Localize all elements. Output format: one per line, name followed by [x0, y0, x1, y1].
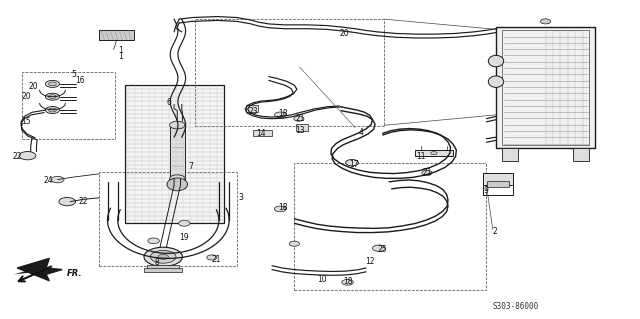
Text: 10: 10: [317, 275, 327, 284]
Circle shape: [275, 112, 286, 118]
Circle shape: [294, 116, 304, 121]
Circle shape: [19, 152, 36, 160]
Text: 4: 4: [358, 128, 364, 137]
Circle shape: [422, 170, 432, 175]
Text: 22: 22: [78, 197, 88, 206]
Ellipse shape: [170, 175, 185, 182]
Text: 5: 5: [72, 70, 77, 79]
Text: 1: 1: [118, 52, 123, 61]
Text: 1: 1: [118, 46, 123, 55]
Circle shape: [342, 279, 353, 285]
Bar: [99, 30, 134, 40]
Bar: [246, 105, 258, 112]
Text: 22: 22: [12, 152, 22, 161]
Polygon shape: [17, 258, 62, 281]
Ellipse shape: [167, 178, 188, 191]
Text: 8: 8: [154, 258, 159, 267]
Circle shape: [150, 250, 176, 263]
Text: 13: 13: [295, 126, 305, 135]
Text: 25: 25: [378, 245, 387, 254]
Text: 18: 18: [278, 109, 288, 118]
Text: 20: 20: [339, 29, 349, 38]
Ellipse shape: [170, 121, 185, 129]
Circle shape: [289, 241, 300, 246]
Bar: [502, 148, 518, 161]
Circle shape: [49, 95, 56, 99]
Bar: [99, 172, 237, 266]
Text: 6: 6: [166, 98, 172, 107]
Bar: [253, 130, 272, 136]
Circle shape: [51, 176, 64, 183]
Text: 14: 14: [256, 130, 266, 138]
Bar: [487, 181, 509, 187]
Bar: [415, 150, 453, 156]
Circle shape: [431, 152, 437, 155]
Circle shape: [49, 108, 56, 112]
Circle shape: [179, 220, 190, 226]
Bar: [496, 27, 595, 148]
Text: 17: 17: [349, 160, 358, 169]
Circle shape: [144, 247, 182, 266]
Text: 18: 18: [343, 277, 353, 286]
Bar: [147, 265, 179, 269]
Bar: [22, 72, 115, 139]
Circle shape: [59, 197, 76, 206]
Circle shape: [45, 107, 60, 114]
Text: 16: 16: [76, 76, 85, 85]
Text: 21: 21: [422, 168, 432, 177]
Polygon shape: [14, 265, 47, 274]
Ellipse shape: [488, 76, 504, 87]
Text: 20: 20: [29, 82, 38, 91]
Bar: [296, 124, 308, 131]
Bar: [502, 30, 589, 145]
Text: 3: 3: [238, 193, 243, 202]
Circle shape: [346, 160, 358, 166]
Ellipse shape: [488, 55, 504, 67]
Text: 11: 11: [416, 152, 425, 161]
Circle shape: [207, 255, 217, 260]
Text: 19: 19: [179, 233, 189, 241]
Text: 21: 21: [296, 114, 305, 122]
Text: 7: 7: [189, 162, 194, 171]
Circle shape: [45, 80, 60, 87]
Bar: [195, 19, 384, 126]
Text: 15: 15: [21, 117, 31, 126]
Text: 23: 23: [248, 107, 258, 116]
Bar: [125, 85, 224, 223]
Bar: [170, 125, 185, 179]
Text: 18: 18: [278, 204, 288, 212]
Bar: [483, 173, 513, 185]
Bar: [573, 148, 589, 161]
Circle shape: [540, 19, 550, 24]
Circle shape: [158, 254, 168, 259]
Text: 2: 2: [493, 227, 497, 236]
Bar: [294, 163, 486, 290]
Bar: [144, 268, 182, 272]
Text: S303-86000: S303-86000: [493, 302, 539, 311]
Circle shape: [275, 206, 286, 212]
Text: 21: 21: [211, 256, 221, 264]
Text: 12: 12: [365, 257, 374, 266]
Circle shape: [148, 238, 159, 244]
Circle shape: [49, 82, 56, 86]
Text: 20: 20: [21, 92, 31, 101]
Text: 24: 24: [44, 176, 53, 185]
Circle shape: [45, 93, 60, 100]
Circle shape: [372, 245, 385, 251]
Text: 9: 9: [483, 186, 488, 195]
Text: FR.: FR.: [67, 269, 82, 278]
